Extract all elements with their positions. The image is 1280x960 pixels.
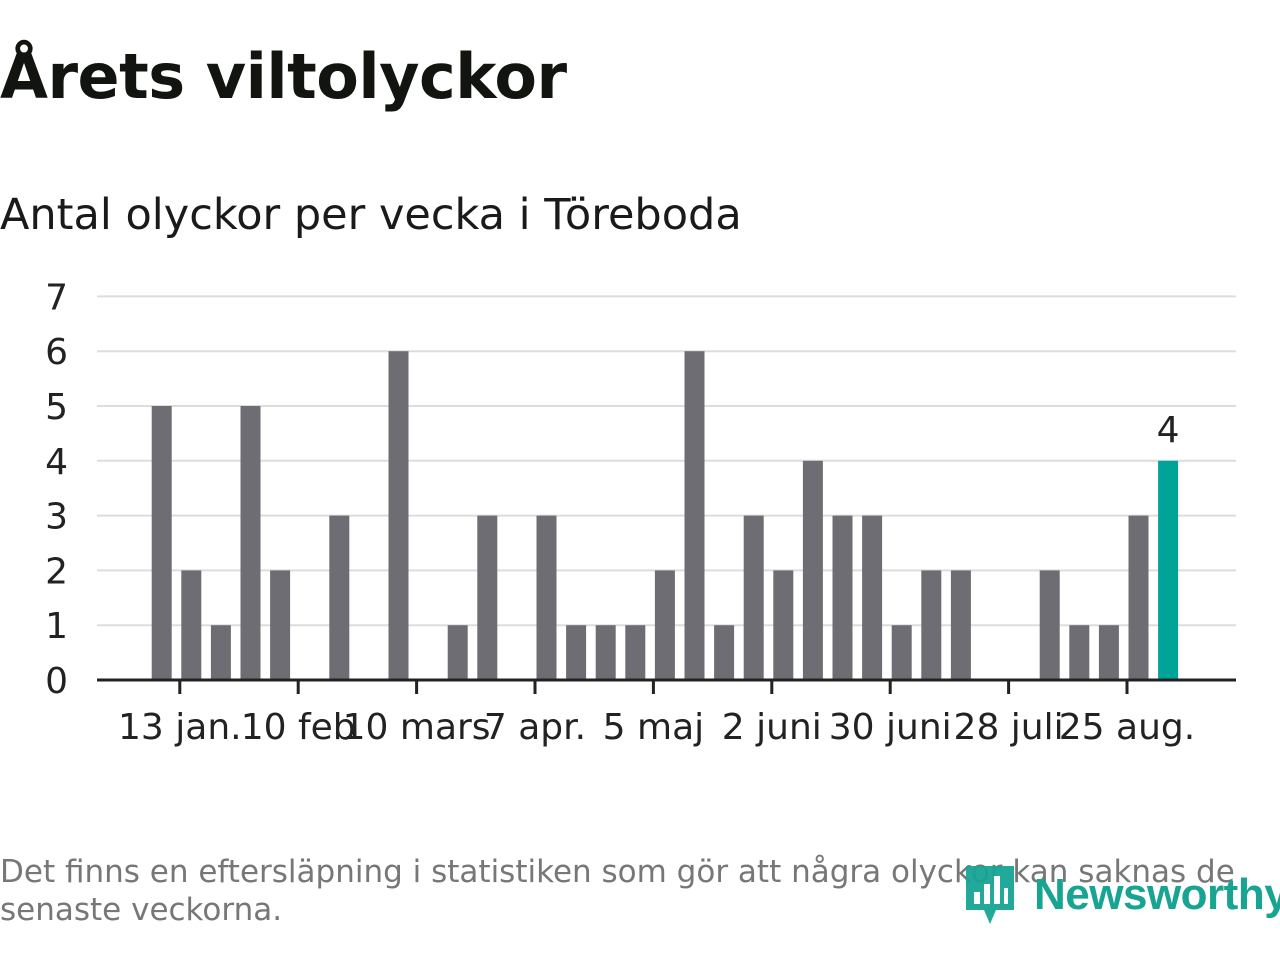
bar — [329, 515, 350, 680]
bar — [802, 460, 823, 680]
x-tick-label: 10 feb — [241, 707, 356, 748]
y-tick-label: 4 — [45, 442, 68, 483]
x-tick-label: 13 jan. — [118, 707, 242, 748]
x-tick-label: 2 juni — [722, 707, 822, 748]
bar — [773, 570, 794, 680]
bar — [862, 515, 883, 680]
chart-subtitle: Antal olyckor per vecka i Töreboda — [0, 190, 742, 240]
bar — [536, 515, 557, 680]
bar — [891, 625, 912, 680]
x-tick-label: 25 aug. — [1059, 707, 1195, 748]
bar — [1128, 515, 1149, 680]
brand-name: Newsworthy — [1034, 870, 1280, 919]
bar — [625, 625, 646, 680]
bar — [447, 625, 468, 680]
y-tick-label: 5 — [45, 387, 68, 428]
chart-title: Årets viltolyckor — [0, 40, 567, 113]
bar — [950, 570, 971, 680]
x-tick-label: 28 juli — [954, 707, 1064, 748]
y-tick-label: 2 — [45, 551, 68, 592]
brand-logo: Newsworthy — [962, 860, 1280, 930]
bar — [832, 515, 853, 680]
y-tick-label: 1 — [45, 606, 68, 647]
bar — [566, 625, 587, 680]
bar — [595, 625, 616, 680]
bar — [714, 625, 735, 680]
data-labels: 4 — [1157, 410, 1180, 451]
x-tick-label: 7 apr. — [484, 707, 586, 748]
footnote: Det finns en eftersläpning i statistiken… — [0, 854, 1235, 928]
bar — [743, 515, 764, 680]
x-tick-label: 30 juni — [829, 707, 952, 748]
bar — [1098, 625, 1119, 680]
bar — [210, 625, 231, 680]
bar — [388, 351, 409, 680]
bar — [151, 406, 172, 680]
bar-chart-logo-icon — [966, 866, 1014, 924]
bars — [151, 351, 1179, 680]
y-tick-label: 0 — [45, 661, 68, 702]
x-tick-label: 5 maj — [603, 707, 704, 748]
bar — [921, 570, 942, 680]
y-tick-label: 3 — [45, 497, 68, 538]
x-tick-label: 10 mars — [343, 707, 491, 748]
y-tick-label: 7 — [45, 277, 68, 318]
bar — [1069, 625, 1090, 680]
bar — [684, 351, 705, 680]
data-label-highlight: 4 — [1157, 410, 1180, 451]
bar-highlight — [1158, 460, 1179, 680]
bar — [477, 515, 498, 680]
bar — [654, 570, 675, 680]
bar — [1039, 570, 1060, 680]
bar — [240, 406, 261, 680]
y-axis-ticks: 0 1 2 3 4 5 6 7 — [45, 277, 68, 702]
bar — [270, 570, 291, 680]
bar — [181, 570, 202, 680]
y-tick-label: 6 — [45, 332, 68, 373]
